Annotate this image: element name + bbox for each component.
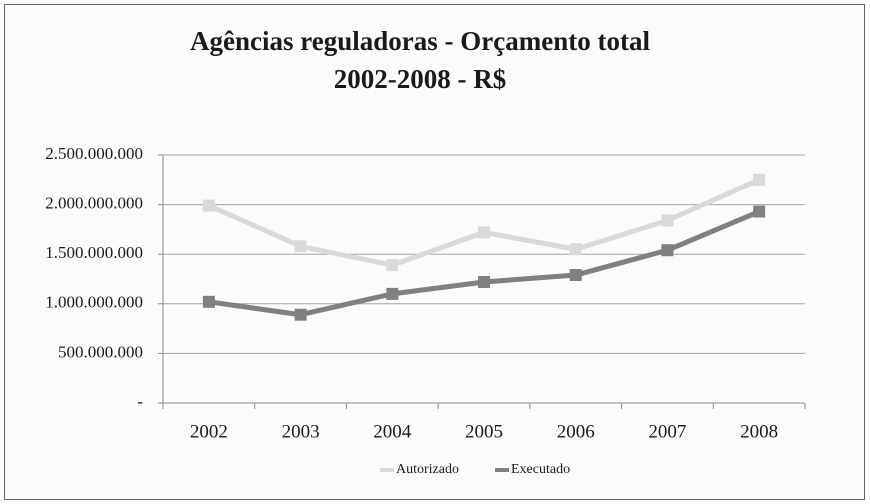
point-marker: [202, 199, 215, 212]
point-marker: [202, 295, 215, 308]
point-marker: [478, 275, 490, 288]
x-tick-label: 2005: [465, 421, 503, 442]
chart-title: Agências reguladoras - Orçamento total: [190, 26, 650, 56]
point-marker: [661, 244, 674, 257]
x-tick-label: 2003: [282, 421, 320, 442]
legend-label: Executado: [511, 462, 570, 477]
y-tick-label: -: [137, 392, 143, 411]
point-marker: [386, 287, 399, 300]
point-marker: [386, 259, 399, 272]
chart-subtitle: 2002-2008 - R$: [334, 64, 506, 94]
point-marker: [661, 214, 674, 227]
point-marker: [753, 205, 766, 218]
x-tick-label: 2004: [373, 421, 412, 442]
x-tick-label: 2007: [648, 421, 686, 442]
point-marker: [569, 269, 582, 282]
point-marker: [294, 240, 307, 253]
x-tick-label: 2008: [740, 421, 778, 442]
x-tick-label: 2006: [557, 421, 595, 442]
y-tick-label: 2.000.000.000: [45, 194, 143, 213]
y-tick-label: 2.500.000.000: [45, 144, 143, 163]
legend-label: Autorizado: [396, 462, 459, 477]
point-marker: [753, 173, 766, 186]
point-marker: [294, 308, 307, 321]
y-tick-label: 1.000.000.000: [45, 293, 143, 312]
point-marker: [569, 243, 582, 256]
point-marker: [478, 226, 490, 239]
y-tick-label: 1.500.000.000: [45, 243, 143, 262]
y-tick-label: 500.000.000: [58, 342, 143, 361]
x-tick-label: 2002: [190, 421, 228, 442]
